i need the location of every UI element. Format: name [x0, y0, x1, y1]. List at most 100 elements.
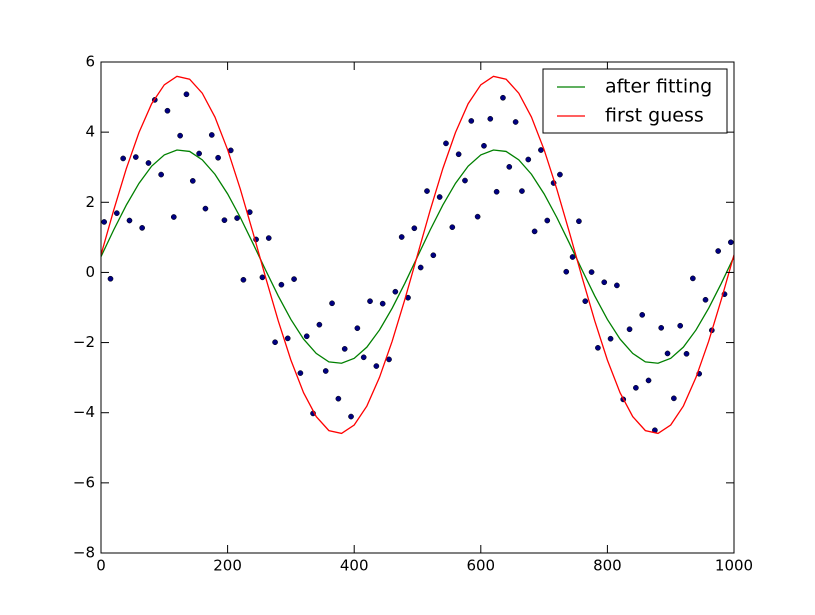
- point: [531, 228, 538, 235]
- point: [367, 298, 373, 305]
- x-tick-label: 800: [593, 557, 622, 575]
- point: [474, 213, 481, 220]
- point: [538, 147, 544, 153]
- y-tick-label: 0: [85, 263, 95, 281]
- point: [569, 254, 576, 260]
- x-tick-label: 400: [340, 557, 369, 575]
- point: [202, 205, 209, 212]
- point: [386, 356, 392, 363]
- point: [234, 215, 240, 221]
- point: [633, 384, 639, 391]
- point: [601, 279, 608, 286]
- point: [664, 350, 671, 357]
- point: [645, 377, 652, 384]
- plot-area: [101, 75, 734, 435]
- plot-frame: [100, 61, 735, 554]
- point: [398, 234, 405, 240]
- y-tick-label: −6: [73, 473, 95, 491]
- point: [303, 333, 310, 340]
- point: [120, 155, 127, 162]
- x-tick-label: 200: [213, 557, 242, 575]
- legend-label: first guess: [605, 105, 704, 127]
- point: [272, 339, 278, 346]
- point: [683, 350, 690, 357]
- point: [139, 225, 145, 231]
- point: [132, 154, 139, 160]
- point: [557, 171, 563, 178]
- y-tick-label: 4: [85, 123, 95, 141]
- legend-box: [542, 68, 728, 134]
- point: [215, 154, 221, 161]
- point: [240, 276, 247, 283]
- point: [436, 194, 443, 200]
- point: [107, 275, 114, 282]
- point: [183, 91, 190, 98]
- point: [265, 235, 272, 241]
- point: [341, 346, 348, 352]
- point: [595, 344, 601, 351]
- point: [158, 171, 164, 178]
- point: [626, 326, 633, 333]
- point: [506, 164, 513, 170]
- legend: after fitting first guess: [542, 68, 728, 134]
- point: [164, 107, 171, 114]
- x-tick-label: 0: [96, 557, 106, 575]
- point: [702, 296, 709, 303]
- y-tick-label: −8: [73, 544, 95, 562]
- point: [715, 248, 722, 254]
- point: [677, 322, 684, 329]
- y-tick-label: −4: [73, 403, 95, 421]
- point: [360, 354, 367, 361]
- point: [614, 282, 620, 289]
- point: [113, 210, 120, 217]
- point: [221, 217, 228, 224]
- point: [727, 239, 734, 246]
- y-tick-label: −2: [73, 333, 95, 351]
- point: [259, 274, 266, 281]
- point: [563, 268, 570, 275]
- point: [411, 225, 418, 232]
- point: [354, 325, 361, 332]
- point: [443, 140, 449, 147]
- point: [189, 178, 196, 184]
- point: [493, 188, 500, 195]
- point: [525, 156, 532, 163]
- point: [329, 300, 335, 307]
- point: [481, 142, 487, 149]
- x-tick-label: 1000: [715, 557, 753, 575]
- curve: [101, 75, 734, 435]
- point: [278, 281, 285, 288]
- x-tick-label: 600: [466, 557, 495, 575]
- point: [101, 219, 108, 225]
- point: [316, 321, 323, 328]
- point: [196, 150, 202, 157]
- point: [671, 395, 677, 402]
- point: [284, 335, 291, 342]
- point: [424, 188, 430, 194]
- point: [208, 132, 215, 138]
- point: [639, 312, 646, 318]
- point: [335, 395, 342, 402]
- point: [512, 119, 519, 125]
- point: [430, 252, 437, 259]
- point: [417, 264, 424, 271]
- point: [348, 413, 354, 420]
- point: [373, 363, 380, 369]
- point: [658, 324, 665, 331]
- point: [379, 300, 386, 307]
- point: [588, 269, 595, 275]
- point: [126, 217, 133, 224]
- point: [690, 275, 696, 282]
- legend-label: after fitting: [605, 76, 712, 98]
- point: [468, 118, 475, 124]
- point: [392, 288, 399, 295]
- point: [322, 368, 329, 374]
- point: [170, 214, 177, 220]
- point: [145, 160, 152, 166]
- point: [291, 276, 297, 282]
- y-tick-label: 6: [85, 53, 95, 71]
- point: [519, 188, 525, 194]
- point: [462, 177, 468, 184]
